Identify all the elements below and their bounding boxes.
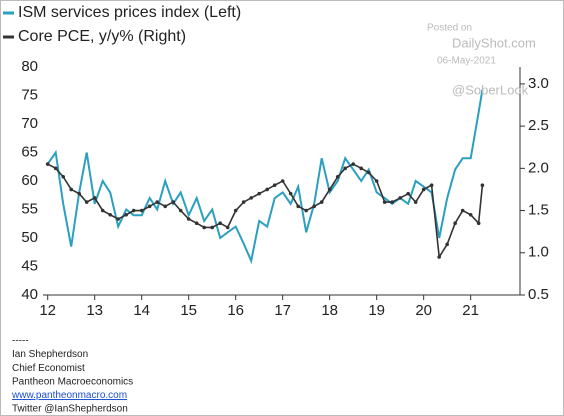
point [359, 166, 363, 171]
point [335, 174, 340, 179]
point [69, 187, 73, 192]
point [45, 162, 50, 166]
x-tick-label: 19 [368, 302, 385, 319]
point [210, 225, 214, 230]
point [116, 217, 120, 221]
point [374, 179, 379, 183]
point [139, 208, 144, 213]
point [445, 242, 449, 247]
point [218, 221, 222, 226]
point [108, 212, 113, 217]
point [296, 204, 300, 209]
point [460, 208, 465, 213]
point [406, 191, 410, 196]
point [351, 162, 355, 166]
point [100, 208, 105, 213]
point [147, 204, 152, 209]
point [382, 200, 387, 204]
legend-label: ISM services prices index (Left) [18, 4, 241, 21]
point [421, 187, 426, 192]
y-tick-label: 65 [21, 143, 38, 160]
footer-text: Ian Shepherdson [12, 349, 88, 360]
point [194, 221, 199, 226]
y2-tick-label: 2.0 [528, 159, 549, 176]
point [233, 208, 238, 213]
point [171, 200, 175, 204]
y-tick-label: 45 [21, 257, 38, 274]
y-tick-label: 60 [21, 172, 38, 189]
point [312, 204, 316, 209]
point [92, 196, 97, 200]
point [390, 200, 394, 204]
y-tick-label: 70 [21, 115, 38, 132]
point [124, 212, 128, 217]
point [398, 196, 402, 200]
legend-label: Core PCE, y/y% (Right) [18, 28, 186, 45]
x-tick-label: 14 [133, 302, 150, 319]
footer-text: Twitter @IanShepherdson [12, 404, 128, 415]
x-tick-label: 12 [39, 302, 56, 319]
point [288, 191, 293, 196]
point [186, 217, 191, 221]
point [178, 208, 183, 213]
point [343, 166, 347, 171]
point [366, 170, 371, 175]
point [265, 187, 269, 192]
point [257, 191, 261, 196]
point [155, 200, 159, 204]
footer-link[interactable]: www.pantheonmacro.com [11, 390, 127, 401]
point [77, 191, 81, 196]
x-tick-label: 18 [321, 302, 338, 319]
footer-text: Chief Economist [12, 363, 85, 374]
watermark: 06-May-2021 [437, 56, 496, 67]
y-tick-label: 80 [21, 58, 38, 75]
point [413, 200, 418, 204]
point [241, 200, 246, 204]
footer-text: ----- [12, 336, 29, 347]
point [53, 166, 58, 171]
y2-tick-label: 3.0 [528, 75, 549, 92]
point [468, 212, 473, 217]
point [327, 187, 332, 192]
x-tick-label: 13 [86, 302, 103, 319]
point [272, 183, 277, 188]
y-tick-label: 55 [21, 200, 38, 217]
point [202, 225, 206, 230]
point [480, 183, 485, 188]
y-tick-label: 40 [21, 286, 38, 303]
y2-tick-label: 0.5 [528, 286, 549, 303]
point [453, 221, 457, 226]
point [437, 255, 441, 259]
y2-tick-label: 1.0 [528, 244, 549, 261]
point [61, 174, 66, 179]
point [84, 200, 89, 204]
point [429, 183, 434, 188]
point [131, 208, 136, 213]
point [280, 179, 285, 183]
point [319, 200, 324, 204]
y-tick-label: 75 [21, 86, 38, 103]
watermark: DailyShot.com [452, 35, 536, 50]
x-tick-label: 15 [180, 302, 197, 319]
y2-tick-label: 2.5 [528, 117, 549, 134]
watermark: @SoberLook [452, 82, 529, 97]
point [225, 225, 230, 230]
footer-text: Pantheon Macroeconomics [12, 376, 133, 387]
x-tick-label: 16 [227, 302, 244, 319]
point [304, 208, 308, 213]
x-tick-label: 17 [274, 302, 291, 319]
x-tick-label: 20 [415, 302, 432, 319]
point [476, 221, 481, 226]
point [249, 196, 253, 200]
series-line [46, 89, 484, 265]
watermark: Posted on [427, 23, 472, 34]
y2-tick-label: 1.5 [528, 202, 549, 219]
x-tick-label: 21 [462, 302, 479, 319]
y-tick-label: 50 [21, 229, 38, 246]
point [163, 204, 167, 209]
